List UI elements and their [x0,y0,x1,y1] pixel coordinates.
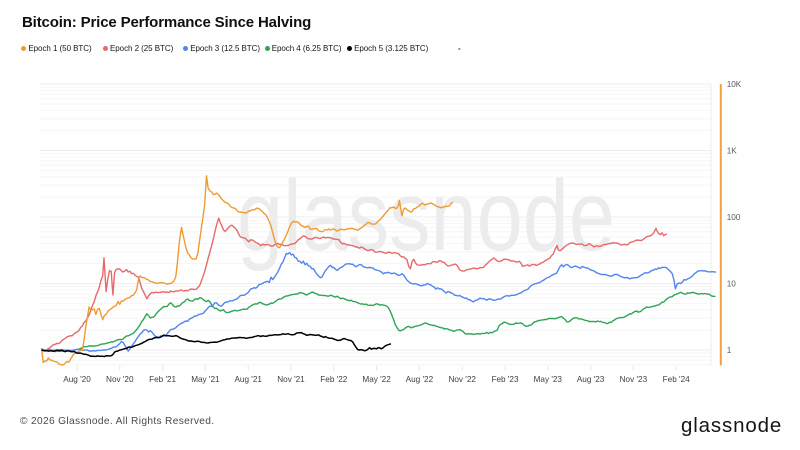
svg-text:May '23: May '23 [534,375,563,384]
svg-text:May '21: May '21 [191,375,220,384]
svg-text:Nov '21: Nov '21 [277,375,305,384]
svg-text:May '22: May '22 [362,375,391,384]
svg-text:Feb '23: Feb '23 [491,375,518,384]
svg-text:Feb '24: Feb '24 [663,375,690,384]
svg-text:Feb '22: Feb '22 [320,375,347,384]
svg-text:Aug '20: Aug '20 [63,375,91,384]
svg-text:1: 1 [727,346,732,355]
svg-text:Aug '23: Aug '23 [577,375,605,384]
svg-text:Nov '23: Nov '23 [620,375,648,384]
svg-text:Aug '21: Aug '21 [234,375,262,384]
svg-text:10: 10 [727,280,737,289]
svg-text:glassnode: glassnode [237,160,615,272]
svg-text:Aug '22: Aug '22 [406,375,434,384]
svg-text:Nov '20: Nov '20 [106,375,134,384]
svg-text:100: 100 [727,213,741,222]
svg-text:Nov '22: Nov '22 [448,375,476,384]
svg-text:1K: 1K [727,147,738,156]
svg-text:Feb '21: Feb '21 [149,375,176,384]
svg-text:10K: 10K [727,80,742,89]
